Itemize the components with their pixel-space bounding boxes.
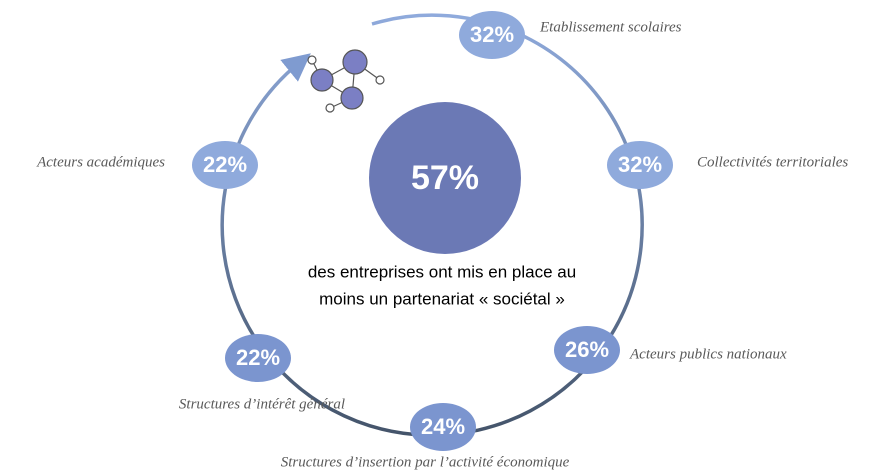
center-value: 57% xyxy=(411,159,479,197)
partner-bubble xyxy=(554,326,620,374)
partner-value: 32% xyxy=(618,152,662,177)
partner-bubble xyxy=(459,11,525,59)
center-circle xyxy=(369,102,521,254)
partner-label: Collectivités territoriales xyxy=(697,154,848,170)
partner-label: Acteurs académiques xyxy=(36,154,165,170)
partner-label: Structures d’insertion par l’activité éc… xyxy=(281,454,570,470)
partner-label: Structures d’intérêt général xyxy=(179,396,345,412)
partner-bubble xyxy=(607,141,673,189)
ring xyxy=(220,13,644,437)
partner-bubble xyxy=(192,141,258,189)
partner-value: 24% xyxy=(421,414,465,439)
partner-label: Acteurs publics nationaux xyxy=(629,346,787,362)
network-icon xyxy=(307,49,385,113)
partner-value: 26% xyxy=(565,337,609,362)
partner-bubble xyxy=(410,403,476,451)
caption: moins un partenariat « sociétal » xyxy=(319,289,565,308)
partner-label: Etablissement scolaires xyxy=(539,19,682,35)
partner-bubble xyxy=(225,334,291,382)
partner-value: 32% xyxy=(470,22,514,47)
caption: des entreprises ont mis en place au xyxy=(308,262,576,281)
partner-value: 22% xyxy=(203,152,247,177)
partner-value: 22% xyxy=(236,345,280,370)
